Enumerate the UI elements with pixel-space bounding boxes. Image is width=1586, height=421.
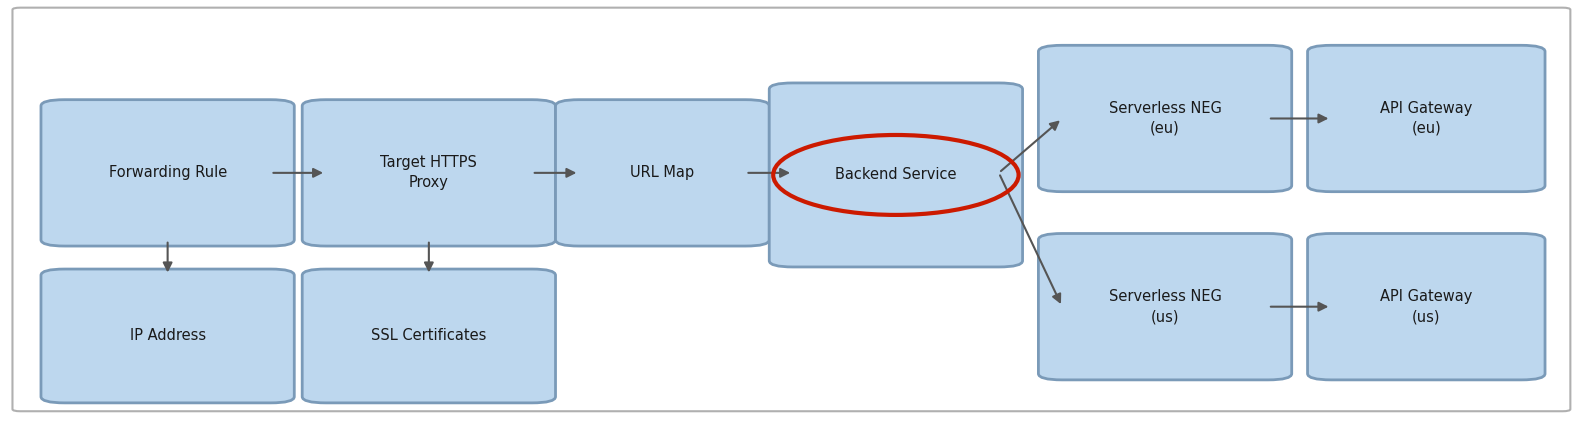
Text: Target HTTPS
Proxy: Target HTTPS Proxy bbox=[381, 155, 477, 190]
FancyBboxPatch shape bbox=[13, 8, 1570, 411]
FancyBboxPatch shape bbox=[1307, 234, 1545, 380]
Text: Backend Service: Backend Service bbox=[836, 168, 956, 182]
FancyBboxPatch shape bbox=[41, 100, 295, 246]
Text: Forwarding Rule: Forwarding Rule bbox=[108, 165, 227, 180]
Text: Serverless NEG
(us): Serverless NEG (us) bbox=[1109, 289, 1221, 324]
FancyBboxPatch shape bbox=[1039, 234, 1291, 380]
FancyBboxPatch shape bbox=[1039, 45, 1291, 192]
FancyBboxPatch shape bbox=[303, 269, 555, 403]
FancyBboxPatch shape bbox=[555, 100, 769, 246]
FancyBboxPatch shape bbox=[769, 83, 1023, 267]
FancyBboxPatch shape bbox=[1307, 45, 1545, 192]
Text: IP Address: IP Address bbox=[130, 328, 206, 344]
Text: API Gateway
(eu): API Gateway (eu) bbox=[1380, 101, 1472, 136]
FancyBboxPatch shape bbox=[41, 269, 295, 403]
Text: Serverless NEG
(eu): Serverless NEG (eu) bbox=[1109, 101, 1221, 136]
Text: SSL Certificates: SSL Certificates bbox=[371, 328, 487, 344]
Text: URL Map: URL Map bbox=[630, 165, 695, 180]
Text: API Gateway
(us): API Gateway (us) bbox=[1380, 289, 1472, 324]
FancyBboxPatch shape bbox=[303, 100, 555, 246]
